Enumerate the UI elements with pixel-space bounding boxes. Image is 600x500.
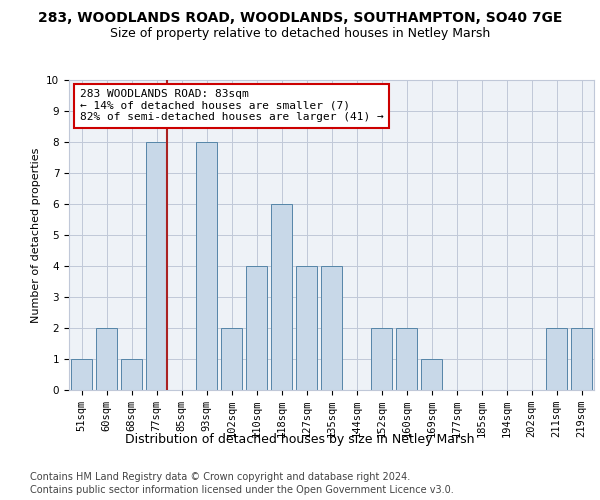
Bar (396, 328, 417, 390)
Bar (221, 328, 242, 390)
Bar (246, 266, 267, 390)
Bar (146, 142, 167, 390)
Bar (96, 328, 117, 390)
Bar (321, 266, 342, 390)
Y-axis label: Number of detached properties: Number of detached properties (31, 148, 41, 322)
Text: Contains HM Land Registry data © Crown copyright and database right 2024.: Contains HM Land Registry data © Crown c… (30, 472, 410, 482)
Text: Contains public sector information licensed under the Open Government Licence v3: Contains public sector information licen… (30, 485, 454, 495)
Bar (371, 328, 392, 390)
Bar (271, 204, 292, 390)
Bar (296, 266, 317, 390)
Bar (71, 359, 92, 390)
Text: 283, WOODLANDS ROAD, WOODLANDS, SOUTHAMPTON, SO40 7GE: 283, WOODLANDS ROAD, WOODLANDS, SOUTHAMP… (38, 11, 562, 25)
Bar (196, 142, 217, 390)
Text: Distribution of detached houses by size in Netley Marsh: Distribution of detached houses by size … (125, 432, 475, 446)
Bar (571, 328, 592, 390)
Bar (546, 328, 567, 390)
Text: Size of property relative to detached houses in Netley Marsh: Size of property relative to detached ho… (110, 28, 490, 40)
Text: 283 WOODLANDS ROAD: 83sqm
← 14% of detached houses are smaller (7)
82% of semi-d: 283 WOODLANDS ROAD: 83sqm ← 14% of detac… (79, 90, 383, 122)
Bar (421, 359, 442, 390)
Bar (121, 359, 142, 390)
